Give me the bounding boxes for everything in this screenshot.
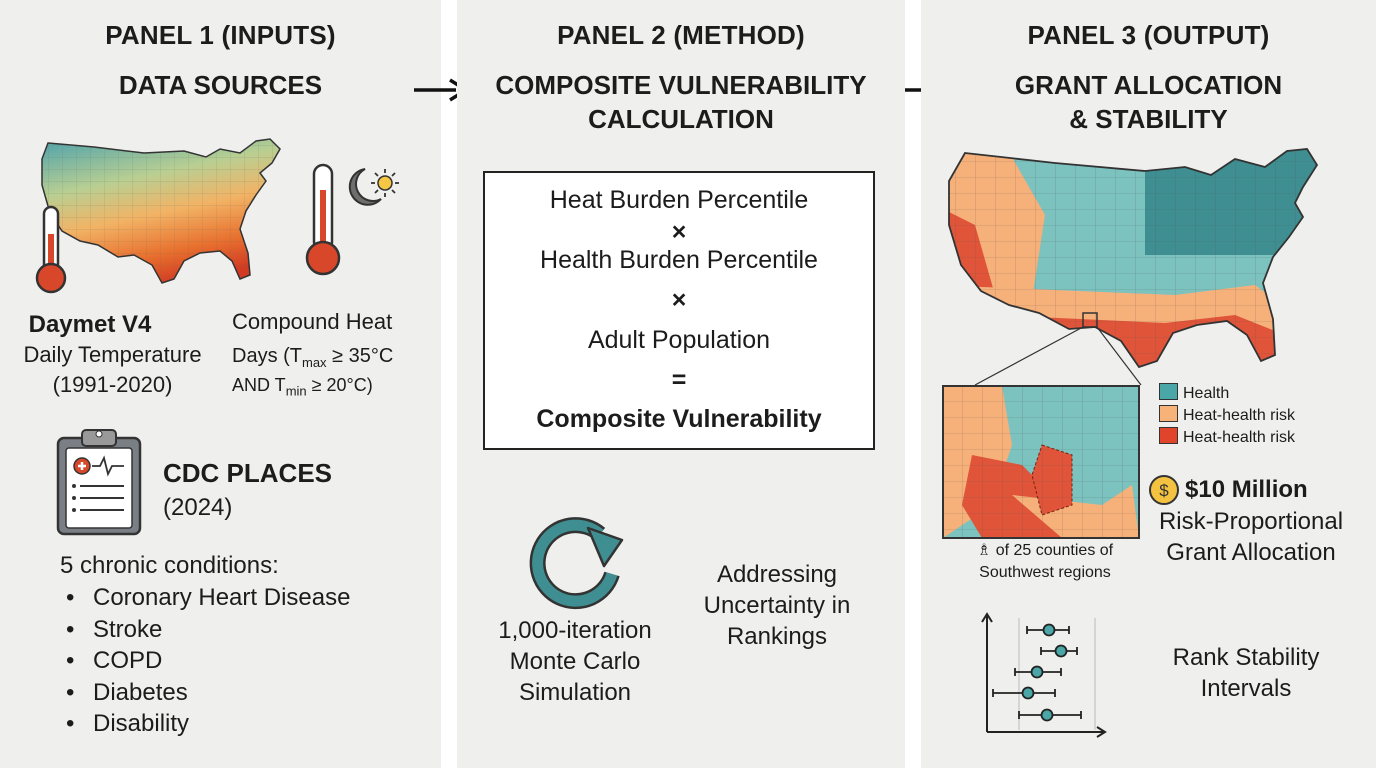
panel-subtitle: DATA SOURCES xyxy=(118,70,323,100)
legend-swatch xyxy=(1159,405,1178,422)
list-item: Diabetes xyxy=(62,677,350,709)
panel-method: PANEL 2 (METHOD) COMPOSITE VULNERABILITY… xyxy=(457,0,905,768)
legend-item: Heat-health risk xyxy=(1159,405,1295,426)
uncertainty-line1: Addressing xyxy=(716,561,838,588)
us-vulnerability-map xyxy=(948,148,1319,386)
grant-line2: Grant Allocation xyxy=(1166,539,1336,566)
formula-population-term: Adult Population xyxy=(587,326,771,354)
panel-subtitle-line2: CALCULATION xyxy=(588,104,774,134)
panel-subtitle-line2: & STABILITY xyxy=(1069,104,1228,134)
hand-symbol-icon: ♗ xyxy=(976,542,996,559)
formula-multiply: × xyxy=(671,286,687,314)
daymet-line2: (1991-2020) xyxy=(52,372,173,397)
formula-multiply: × xyxy=(671,218,687,246)
panel-title: PANEL 1 (INPUTS) xyxy=(105,20,336,50)
rank-stability-line2: Intervals xyxy=(1200,675,1292,702)
compound-heat-tmin: AND Tmin ≥ 20°C) xyxy=(232,375,373,399)
thermometer-icon xyxy=(35,205,67,294)
inset-caption-line2: Southwest regions xyxy=(979,564,1111,581)
grant-amount: $10 Million xyxy=(1185,476,1308,503)
legend-item: Heat-health risk xyxy=(1159,427,1295,448)
panel-subtitle-line1: GRANT ALLOCATION xyxy=(1014,70,1283,100)
panel-title: PANEL 3 (OUTPUT) xyxy=(1027,20,1270,50)
panel-subtitle-line1: COMPOSITE VULNERABILITY xyxy=(495,70,867,100)
inset-map xyxy=(942,385,1140,539)
svg-text:$: $ xyxy=(1159,481,1169,500)
daymet-title: Daymet V4 xyxy=(28,311,152,338)
formula-box: Heat Burden Percentile × Health Burden P… xyxy=(483,171,875,450)
rank-stability-line1: Rank Stability xyxy=(1172,644,1320,671)
inset-caption-line1: ♗ of 25 counties of xyxy=(976,542,1114,559)
panel-inputs: PANEL 1 (INPUTS) DATA SOURCES xyxy=(0,0,441,768)
cdc-places-title: CDC PLACES xyxy=(163,458,333,488)
panel-title: PANEL 2 (METHOD) xyxy=(557,20,805,50)
monte-carlo-line2: Monte Carlo xyxy=(509,648,641,675)
conditions-title: 5 chronic conditions: xyxy=(60,552,279,579)
formula-equals: = xyxy=(671,366,687,394)
cdc-places-year: (2024) xyxy=(163,494,233,521)
formula-heat-term: Heat Burden Percentile xyxy=(549,186,809,214)
monte-carlo-line3: Simulation xyxy=(518,679,632,706)
moon-sun-icon xyxy=(348,168,399,206)
uncertainty-line3: Rankings xyxy=(726,623,828,650)
thermometer-icon xyxy=(305,163,341,276)
legend-item: Health xyxy=(1159,383,1229,404)
compound-heat-tmax: Days (Tmax ≥ 35°C xyxy=(232,345,394,370)
monte-carlo-line1: 1,000-iteration xyxy=(498,617,652,644)
list-item: Disability xyxy=(62,708,350,740)
clipboard-icon xyxy=(56,429,142,536)
list-item: Coronary Heart Disease xyxy=(62,582,350,614)
legend-swatch xyxy=(1159,383,1178,400)
grant-line1: Risk-Proportional xyxy=(1158,508,1344,535)
list-item: COPD xyxy=(62,645,350,677)
us-temperature-map xyxy=(41,138,281,284)
list-item: Stroke xyxy=(62,614,350,646)
panel-output: PANEL 3 (OUTPUT) GRANT ALLOCATION & STAB… xyxy=(921,0,1376,768)
formula-result: Composite Vulnerability xyxy=(536,405,822,433)
dollar-coin-icon: $ xyxy=(1149,475,1179,505)
daymet-line1: Daily Temperature xyxy=(23,342,202,367)
conditions-list: Coronary Heart Disease Stroke COPD Diabe… xyxy=(62,582,350,740)
legend-swatch xyxy=(1159,427,1178,444)
compound-heat-title: Compound Heat xyxy=(232,309,393,334)
uncertainty-line2: Uncertainty in xyxy=(703,592,851,619)
cycle-arrow-icon xyxy=(529,517,624,610)
formula-health-term: Health Burden Percentile xyxy=(540,246,818,274)
rank-stability-plot xyxy=(981,612,1107,738)
